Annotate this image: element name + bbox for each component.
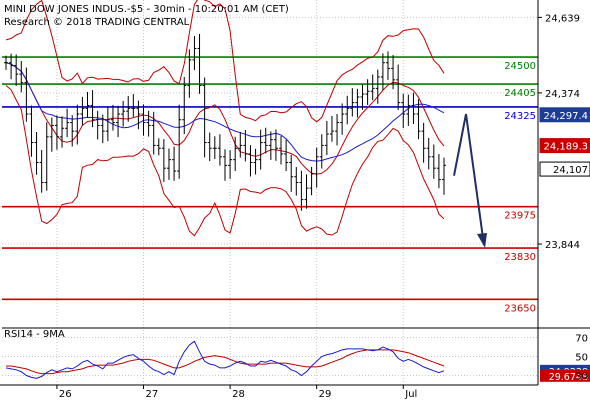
level-label: 23830 [504, 252, 536, 263]
x-tick-label: 27 [146, 389, 159, 400]
x-tick-label: 26 [59, 389, 72, 400]
price-badge [539, 138, 590, 154]
price-badge [539, 161, 590, 177]
x-tick-label: 28 [232, 389, 245, 400]
level-label: 24500 [504, 61, 536, 72]
price-badge [539, 107, 590, 123]
level-label: 24405 [504, 88, 536, 99]
level-label: 24325 [504, 111, 536, 122]
y-tick-label: 24,639 [545, 13, 580, 24]
research-credit: Research © 2018 TRADING CENTRAL [4, 17, 190, 28]
price-panel: 24500 24405 24325 23975 23830 23650 24,297.4 24… [2, 0, 590, 314]
forecast-arrow-head [477, 233, 487, 249]
level-label: 23975 [504, 211, 536, 222]
price-badge-label: 24,107 [553, 165, 588, 176]
rsi-panel: 34.923829.6748 [2, 327, 590, 383]
price-badge-label: 24,189.3 [543, 142, 588, 153]
chart-title: MINI DOW JONES INDUS.-$5 - 30min - 10:20… [4, 4, 289, 15]
y-tick-label: 23,844 [545, 240, 580, 251]
rsi-tick-label: 70 [575, 334, 588, 345]
rsi-tick-label: 30 [575, 372, 588, 383]
moving-average-line [5, 62, 445, 162]
rsi-badge-label: 29.6748 [549, 372, 588, 383]
rsi-title: RSI14 - 9MA [4, 329, 65, 340]
middle-band [5, 62, 445, 175]
rsi-line [5, 340, 445, 379]
x-tick-label: 29 [319, 389, 332, 400]
grid [2, 0, 538, 385]
lower-band [5, 85, 445, 237]
forecast-arrow [453, 113, 484, 239]
upper-band [5, 0, 445, 123]
price-badge-label: 24,297.4 [543, 111, 588, 122]
rsi-tick-label: 50 [575, 353, 588, 364]
level-label: 23650 [504, 303, 536, 314]
rsi-badge [540, 369, 590, 382]
x-tick-label: Jul [404, 389, 417, 400]
rsi-ma-line [6, 349, 445, 375]
y-tick-label: 24,374 [545, 89, 580, 100]
